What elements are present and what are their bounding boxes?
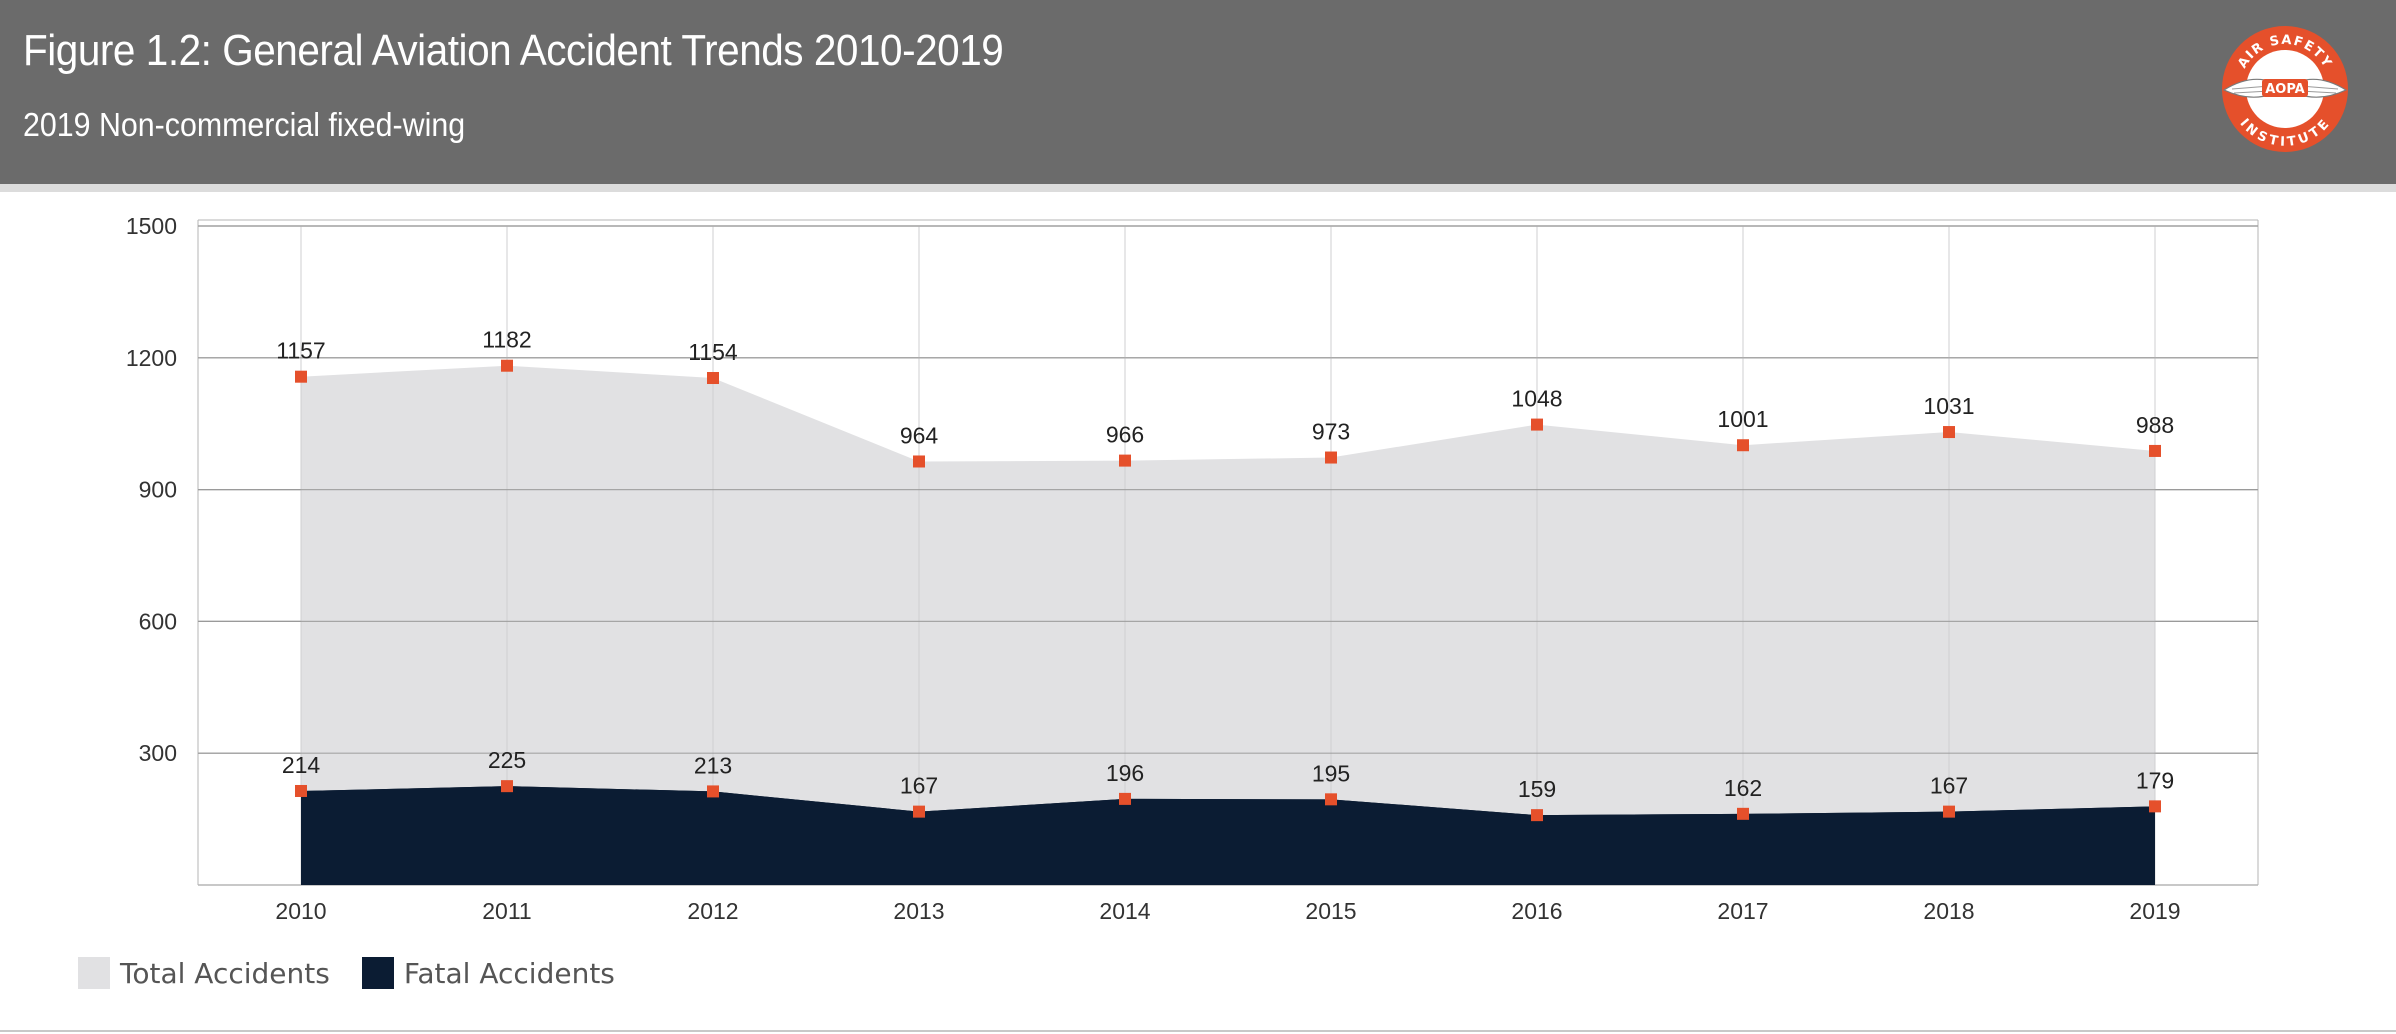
total-data-label: 966: [1106, 422, 1144, 448]
total-data-label: 1182: [482, 327, 531, 353]
total-data-label: 1157: [276, 338, 325, 364]
y-tick-label: 600: [139, 608, 177, 634]
total-data-label: 988: [2136, 412, 2174, 438]
total-data-label: 964: [900, 422, 939, 448]
total-data-label: 1154: [688, 339, 738, 365]
fatal-point-marker: [1737, 807, 1749, 820]
fatal-data-label: 167: [900, 773, 938, 799]
total-point-marker: [2149, 444, 2161, 457]
legend-label-fatal: Fatal Accidents: [403, 956, 615, 990]
fatal-data-label: 225: [488, 747, 526, 773]
y-tick-label: 300: [139, 740, 177, 766]
x-tick-label: 2018: [1923, 898, 1974, 924]
x-tick-label: 2015: [1305, 898, 1356, 924]
fatal-data-label: 162: [1724, 775, 1762, 801]
total-point-marker: [707, 372, 719, 385]
fatal-point-marker: [1943, 805, 1955, 818]
x-tick-label: 2011: [482, 898, 531, 924]
x-tick-label: 2017: [1717, 898, 1768, 924]
y-tick-label: 1500: [126, 213, 177, 239]
fatal-point-marker: [2149, 800, 2161, 813]
x-tick-label: 2019: [2129, 898, 2180, 924]
fatal-point-marker: [1325, 793, 1337, 806]
header-bar: [0, 0, 2396, 190]
fatal-data-label: 213: [694, 752, 732, 778]
total-data-label: 1048: [1511, 386, 1562, 412]
x-tick-label: 2014: [1099, 898, 1150, 924]
fatal-data-label: 159: [1518, 776, 1556, 802]
air-safety-institute-logo: AOPA AIR SAFETY INSTITUTE: [2222, 26, 2348, 152]
x-tick-label: 2012: [687, 898, 738, 924]
fatal-point-marker: [1531, 809, 1543, 822]
total-data-label: 1031: [1923, 393, 1974, 419]
fatal-accidents-area-fill: [301, 786, 2155, 885]
total-point-marker: [501, 359, 513, 372]
total-point-marker: [1943, 426, 1955, 439]
legend-swatch-total: [78, 957, 110, 989]
fatal-data-label: 167: [1930, 773, 1968, 799]
x-tick-label: 2010: [275, 898, 326, 924]
y-tick-label: 900: [139, 477, 177, 503]
total-data-label: 973: [1312, 419, 1350, 445]
page-subtitle: 2019 Non-commercial fixed-wing: [23, 106, 466, 143]
fatal-point-marker: [295, 784, 307, 797]
total-data-label: 1001: [1717, 406, 1768, 432]
x-tick-label: 2013: [893, 898, 944, 924]
page-title: Figure 1.2: General Aviation Accident Tr…: [23, 26, 1004, 75]
chart-legend: Total Accidents Fatal Accidents: [78, 956, 647, 990]
fatal-point-marker: [501, 780, 513, 793]
header-divider: [0, 184, 2396, 192]
logo-center-text: AOPA: [2265, 82, 2305, 97]
total-point-marker: [1325, 451, 1337, 464]
total-point-marker: [1531, 418, 1543, 431]
legend-label-total: Total Accidents: [120, 956, 330, 990]
total-accidents-area: [301, 365, 2155, 885]
x-tick-label: 2016: [1511, 898, 1562, 924]
total-point-marker: [295, 370, 307, 383]
fatal-point-marker: [913, 805, 925, 818]
total-point-marker: [1737, 439, 1749, 452]
fatal-data-label: 195: [1312, 760, 1350, 786]
footer-divider: [0, 1030, 2396, 1032]
legend-item-total: Total Accidents: [78, 957, 330, 990]
fatal-point-marker: [707, 785, 719, 798]
fatal-data-label: 214: [282, 752, 321, 778]
legend-item-fatal: Fatal Accidents: [361, 956, 615, 990]
legend-swatch-fatal: [361, 957, 394, 989]
accident-trends-chart: 1500 1200 900 600 300 1157 1182 1154 964 966 973 10…: [126, 213, 2259, 924]
fatal-point-marker: [1119, 792, 1131, 805]
fatal-data-label: 179: [2136, 767, 2174, 793]
total-point-marker: [913, 455, 925, 468]
total-point-marker: [1119, 454, 1131, 467]
fatal-data-label: 196: [1106, 760, 1144, 786]
y-tick-label: 1200: [126, 345, 177, 371]
